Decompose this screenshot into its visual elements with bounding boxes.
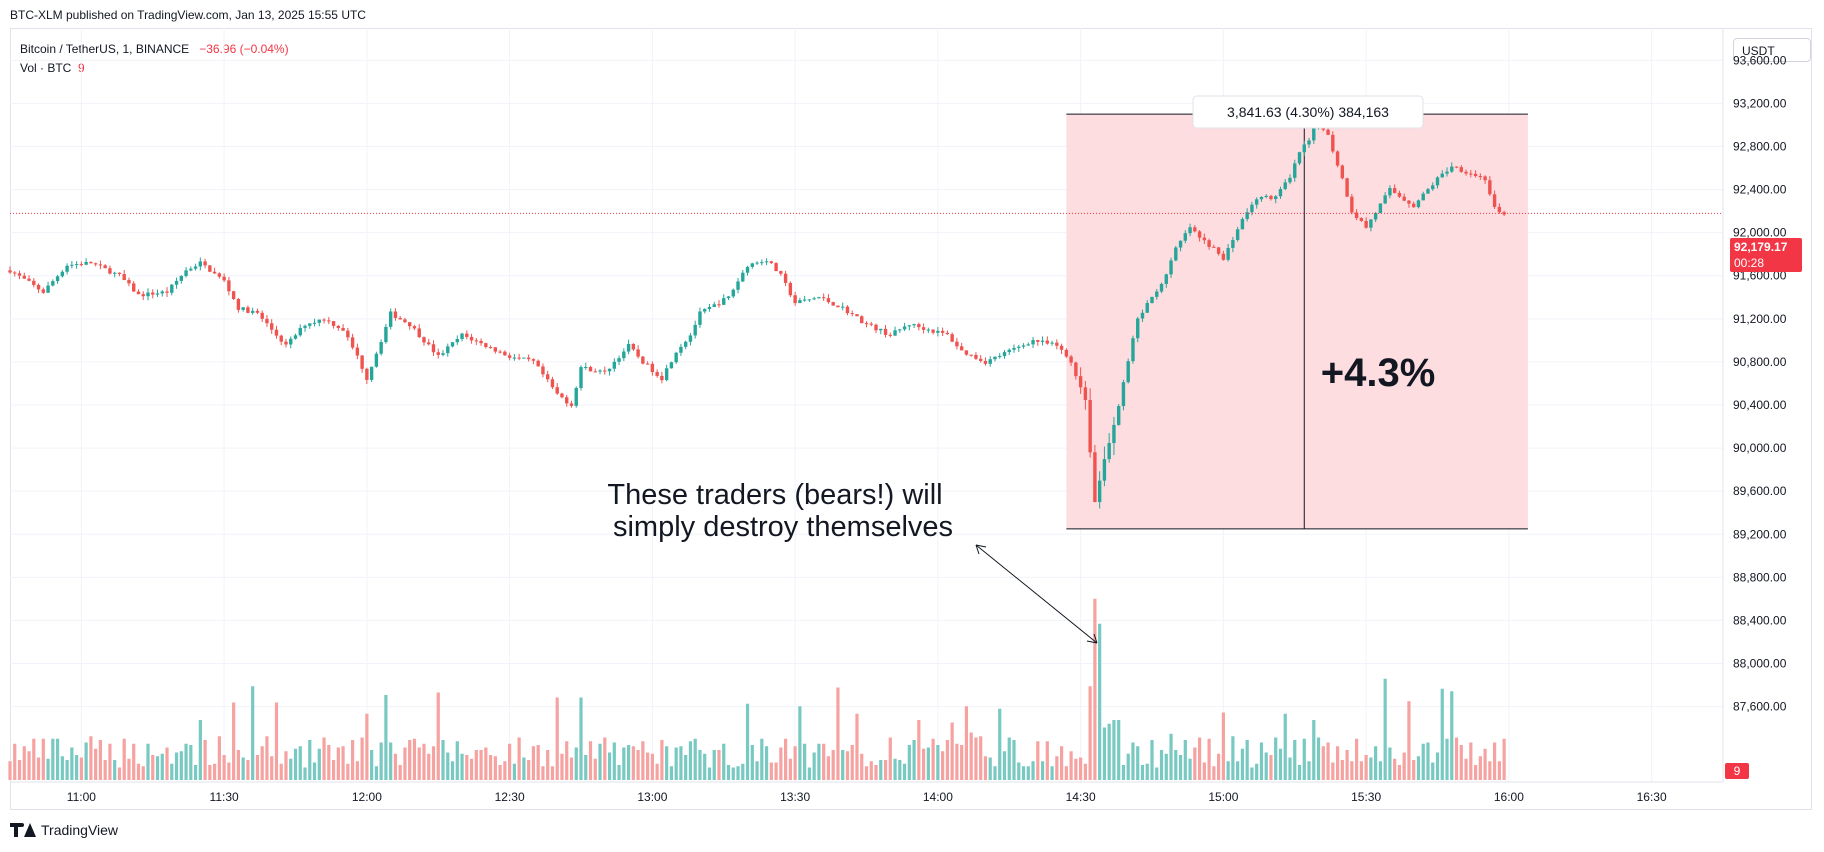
brand-name: TradingView [41, 822, 119, 838]
legend-volume-row: Vol · BTC 9 [20, 59, 289, 78]
legend-symbol-row: Bitcoin / TetherUS, 1, BINANCE −36.96 (−… [20, 40, 289, 59]
chart-frame [10, 28, 1812, 810]
legend-vol-value: 9 [78, 61, 85, 75]
publish-header: BTC-XLM published on TradingView.com, Ja… [10, 8, 366, 22]
legend-change: −36.96 (−0.04%) [199, 42, 289, 56]
legend-vol-label[interactable]: Vol · BTC [20, 61, 72, 75]
chart-legend: Bitcoin / TetherUS, 1, BINANCE −36.96 (−… [20, 40, 289, 78]
legend-symbol[interactable]: Bitcoin / TetherUS, 1, BINANCE [20, 42, 190, 56]
currency-button[interactable]: USDT [1733, 38, 1811, 62]
tradingview-icon [10, 823, 36, 837]
tradingview-logo[interactable]: TradingView [10, 822, 118, 838]
